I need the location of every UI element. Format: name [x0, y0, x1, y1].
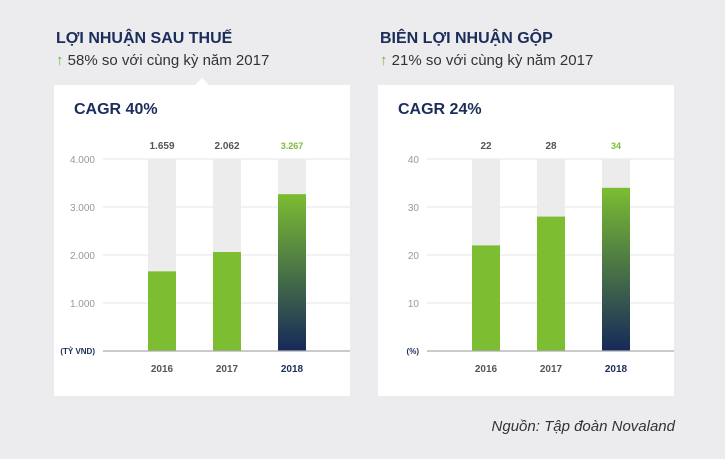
x-tick-label: 2017: [540, 364, 563, 375]
value-label: 2.062: [214, 141, 239, 152]
chart-card-profit: CAGR 40% 1.000 2.000 3.000 4.000 (TỶ VND) 1.6…: [54, 85, 350, 396]
x-tick-label: 2017: [216, 364, 239, 375]
chart-title: CAGR 40%: [74, 101, 158, 118]
y-axis-unit: (%): [407, 347, 420, 356]
value-label: 22: [480, 141, 492, 152]
y-tick-label: 4.000: [70, 155, 95, 166]
bar-2016: [472, 245, 500, 351]
panel-header-margin: BIÊN LỢI NHUẬN GỘP ↑ 21% so với cùng kỳ …: [380, 30, 593, 69]
bar-2017: [213, 252, 241, 351]
bar-chart: 10 20 30 40 (%) 22 2016 28 2017 34 2018: [407, 141, 674, 375]
bar-2018: [602, 187, 630, 351]
bar-chart: 1.000 2.000 3.000 4.000 (TỶ VND) 1.659 2016 2.0…: [60, 141, 350, 375]
y-tick-label: 2.000: [70, 251, 95, 262]
y-axis-unit: (TỶ VND): [60, 347, 95, 356]
chart-card-margin: CAGR 24% 10 20 30 40 (%) 22 2016 28 2017 34 2018: [378, 85, 674, 396]
bar-2016: [148, 271, 176, 351]
value-label: 28: [545, 141, 557, 152]
y-tick-label: 1.000: [70, 299, 95, 310]
value-label: 1.659: [149, 141, 174, 152]
callout-notch: [194, 78, 210, 86]
bar-2017: [537, 216, 565, 351]
y-tick-label: 3.000: [70, 203, 95, 214]
y-tick-label: 40: [408, 155, 420, 166]
y-tick-label: 20: [408, 251, 420, 262]
value-label: 3.267: [281, 141, 304, 151]
x-tick-label: 2016: [475, 364, 498, 375]
panel-subtitle: 21% so với cùng kỳ năm 2017: [391, 52, 594, 69]
panel-title: LỢI NHUẬN SAU THUẾ: [56, 30, 233, 47]
x-tick-label: 2018: [281, 364, 304, 375]
bar-2018: [278, 194, 306, 351]
arrow-up-icon: ↑: [56, 52, 64, 69]
panel-title: BIÊN LỢI NHUẬN GỘP: [380, 30, 553, 47]
y-tick-label: 30: [408, 203, 420, 214]
x-tick-label: 2018: [605, 364, 628, 375]
arrow-up-icon: ↑: [380, 52, 388, 69]
chart-title: CAGR 24%: [398, 101, 482, 118]
value-label: 34: [611, 141, 621, 151]
panel-subtitle: 58% so với cùng kỳ năm 2017: [67, 52, 270, 69]
source-note: Nguồn: Tập đoàn Novaland: [491, 418, 675, 435]
panel-header-profit: LỢI NHUẬN SAU THUẾ ↑ 58% so với cùng kỳ …: [56, 30, 269, 69]
y-tick-label: 10: [408, 299, 420, 310]
x-tick-label: 2016: [151, 364, 174, 375]
